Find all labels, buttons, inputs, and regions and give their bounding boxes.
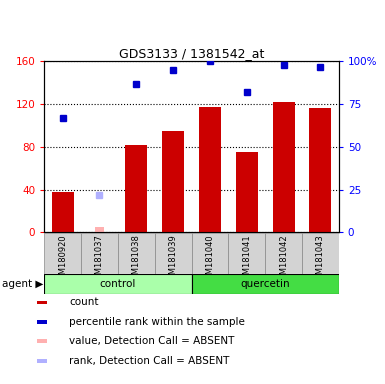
Bar <box>44 274 192 294</box>
Text: GSM181039: GSM181039 <box>169 234 177 285</box>
Text: control: control <box>100 279 136 289</box>
Bar <box>37 320 47 324</box>
Bar <box>192 274 339 294</box>
Text: GSM181037: GSM181037 <box>95 234 104 285</box>
Text: GSM180920: GSM180920 <box>58 234 67 285</box>
Bar <box>162 131 184 232</box>
Text: GSM181043: GSM181043 <box>316 234 325 285</box>
Text: agent ▶: agent ▶ <box>2 279 43 289</box>
Text: GSM181040: GSM181040 <box>206 234 214 285</box>
Bar <box>44 233 81 275</box>
Text: count: count <box>69 298 99 308</box>
Text: percentile rank within the sample: percentile rank within the sample <box>69 317 245 327</box>
Bar <box>37 301 47 305</box>
Bar <box>192 233 228 275</box>
Bar <box>302 233 339 275</box>
Bar <box>125 145 147 232</box>
Text: GSM181041: GSM181041 <box>242 234 251 285</box>
Bar <box>265 233 302 275</box>
Bar <box>95 227 104 232</box>
Bar <box>37 339 47 343</box>
Bar <box>81 233 118 275</box>
Bar <box>52 192 74 232</box>
Text: quercetin: quercetin <box>240 279 290 289</box>
Bar <box>37 359 47 362</box>
Title: GDS3133 / 1381542_at: GDS3133 / 1381542_at <box>119 47 264 60</box>
Text: value, Detection Call = ABSENT: value, Detection Call = ABSENT <box>69 336 234 346</box>
Bar <box>199 108 221 232</box>
Bar <box>118 233 155 275</box>
Bar <box>228 233 265 275</box>
Bar <box>236 152 258 232</box>
Text: GSM181038: GSM181038 <box>132 234 141 285</box>
Bar <box>155 233 192 275</box>
Bar <box>273 102 295 232</box>
Text: GSM181042: GSM181042 <box>279 234 288 285</box>
Bar <box>310 108 331 232</box>
Text: rank, Detection Call = ABSENT: rank, Detection Call = ABSENT <box>69 356 229 366</box>
